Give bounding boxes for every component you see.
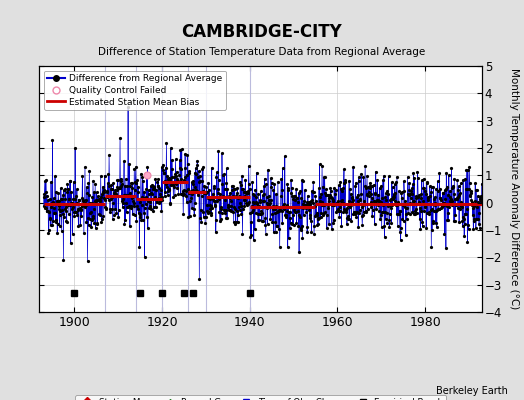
Text: CAMBRIDGE-CITY: CAMBRIDGE-CITY (182, 23, 342, 41)
Y-axis label: Monthly Temperature Anomaly Difference (°C): Monthly Temperature Anomaly Difference (… (509, 68, 519, 310)
Text: Difference of Station Temperature Data from Regional Average: Difference of Station Temperature Data f… (99, 47, 425, 57)
Legend: Station Move, Record Gap, Time of Obs. Change, Empirical Break: Station Move, Record Gap, Time of Obs. C… (75, 395, 446, 400)
Text: Berkeley Earth: Berkeley Earth (436, 386, 508, 396)
